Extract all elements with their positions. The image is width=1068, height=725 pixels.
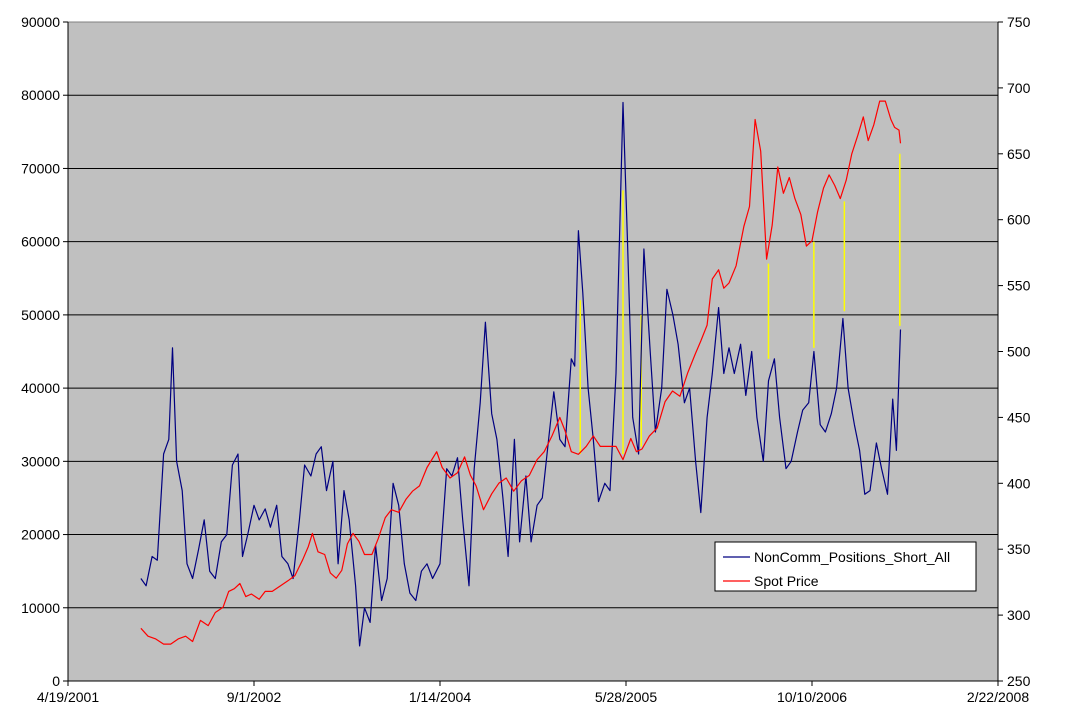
legend-label-short: NonComm_Positions_Short_All [754, 549, 950, 565]
legend-box [714, 541, 977, 592]
y-right-tick-label: 300 [1007, 607, 1031, 623]
grid-lines [68, 94, 998, 609]
y-left-tick-label: 90000 [21, 14, 60, 30]
y-right-tick-label: 400 [1007, 475, 1031, 491]
series-lines [140, 100, 902, 647]
y-right-tick-label: 750 [1007, 14, 1031, 30]
y-left-tick-label: 10000 [21, 600, 60, 616]
y-left-tick-label: 70000 [21, 160, 60, 176]
y-right-tick-label: 500 [1007, 344, 1031, 360]
y-right-tick-label: 600 [1007, 212, 1031, 228]
legend-label-spot: Spot Price [754, 573, 819, 589]
axes: 0 10000 20000 30000 40000 50000 60000 70000 8000… [21, 14, 1031, 705]
y-left-tick-label: 30000 [21, 453, 60, 469]
legend: NonComm_Positions_Short_All Spot Price [714, 541, 977, 592]
series-line-spot-price [140, 100, 902, 645]
series-line-noncomm-short [140, 101, 902, 647]
x-tick-label: 2/22/2008 [967, 689, 1029, 705]
y-right-tick-label: 700 [1007, 80, 1031, 96]
y-left-tick-label: 80000 [21, 87, 60, 103]
y-right-tick-label: 250 [1007, 673, 1031, 689]
y-right-tick-label: 650 [1007, 146, 1031, 162]
x-tick-label: 9/1/2002 [227, 689, 282, 705]
y-left-tick-label: 60000 [21, 234, 60, 250]
y-left-tick-label: 50000 [21, 307, 60, 323]
y-left-tick-label: 20000 [21, 527, 60, 543]
y-left-tick-label: 0 [52, 673, 60, 689]
y-right-tick-label: 450 [1007, 409, 1031, 425]
y-right-tick-label: 350 [1007, 541, 1031, 557]
x-tick-label: 5/28/2005 [595, 689, 657, 705]
y-right-tick-label: 550 [1007, 278, 1031, 294]
x-tick-label: 10/10/2006 [777, 689, 847, 705]
x-tick-label: 4/19/2001 [37, 689, 99, 705]
x-tick-label: 1/14/2004 [409, 689, 471, 705]
y-left-tick-label: 40000 [21, 380, 60, 396]
